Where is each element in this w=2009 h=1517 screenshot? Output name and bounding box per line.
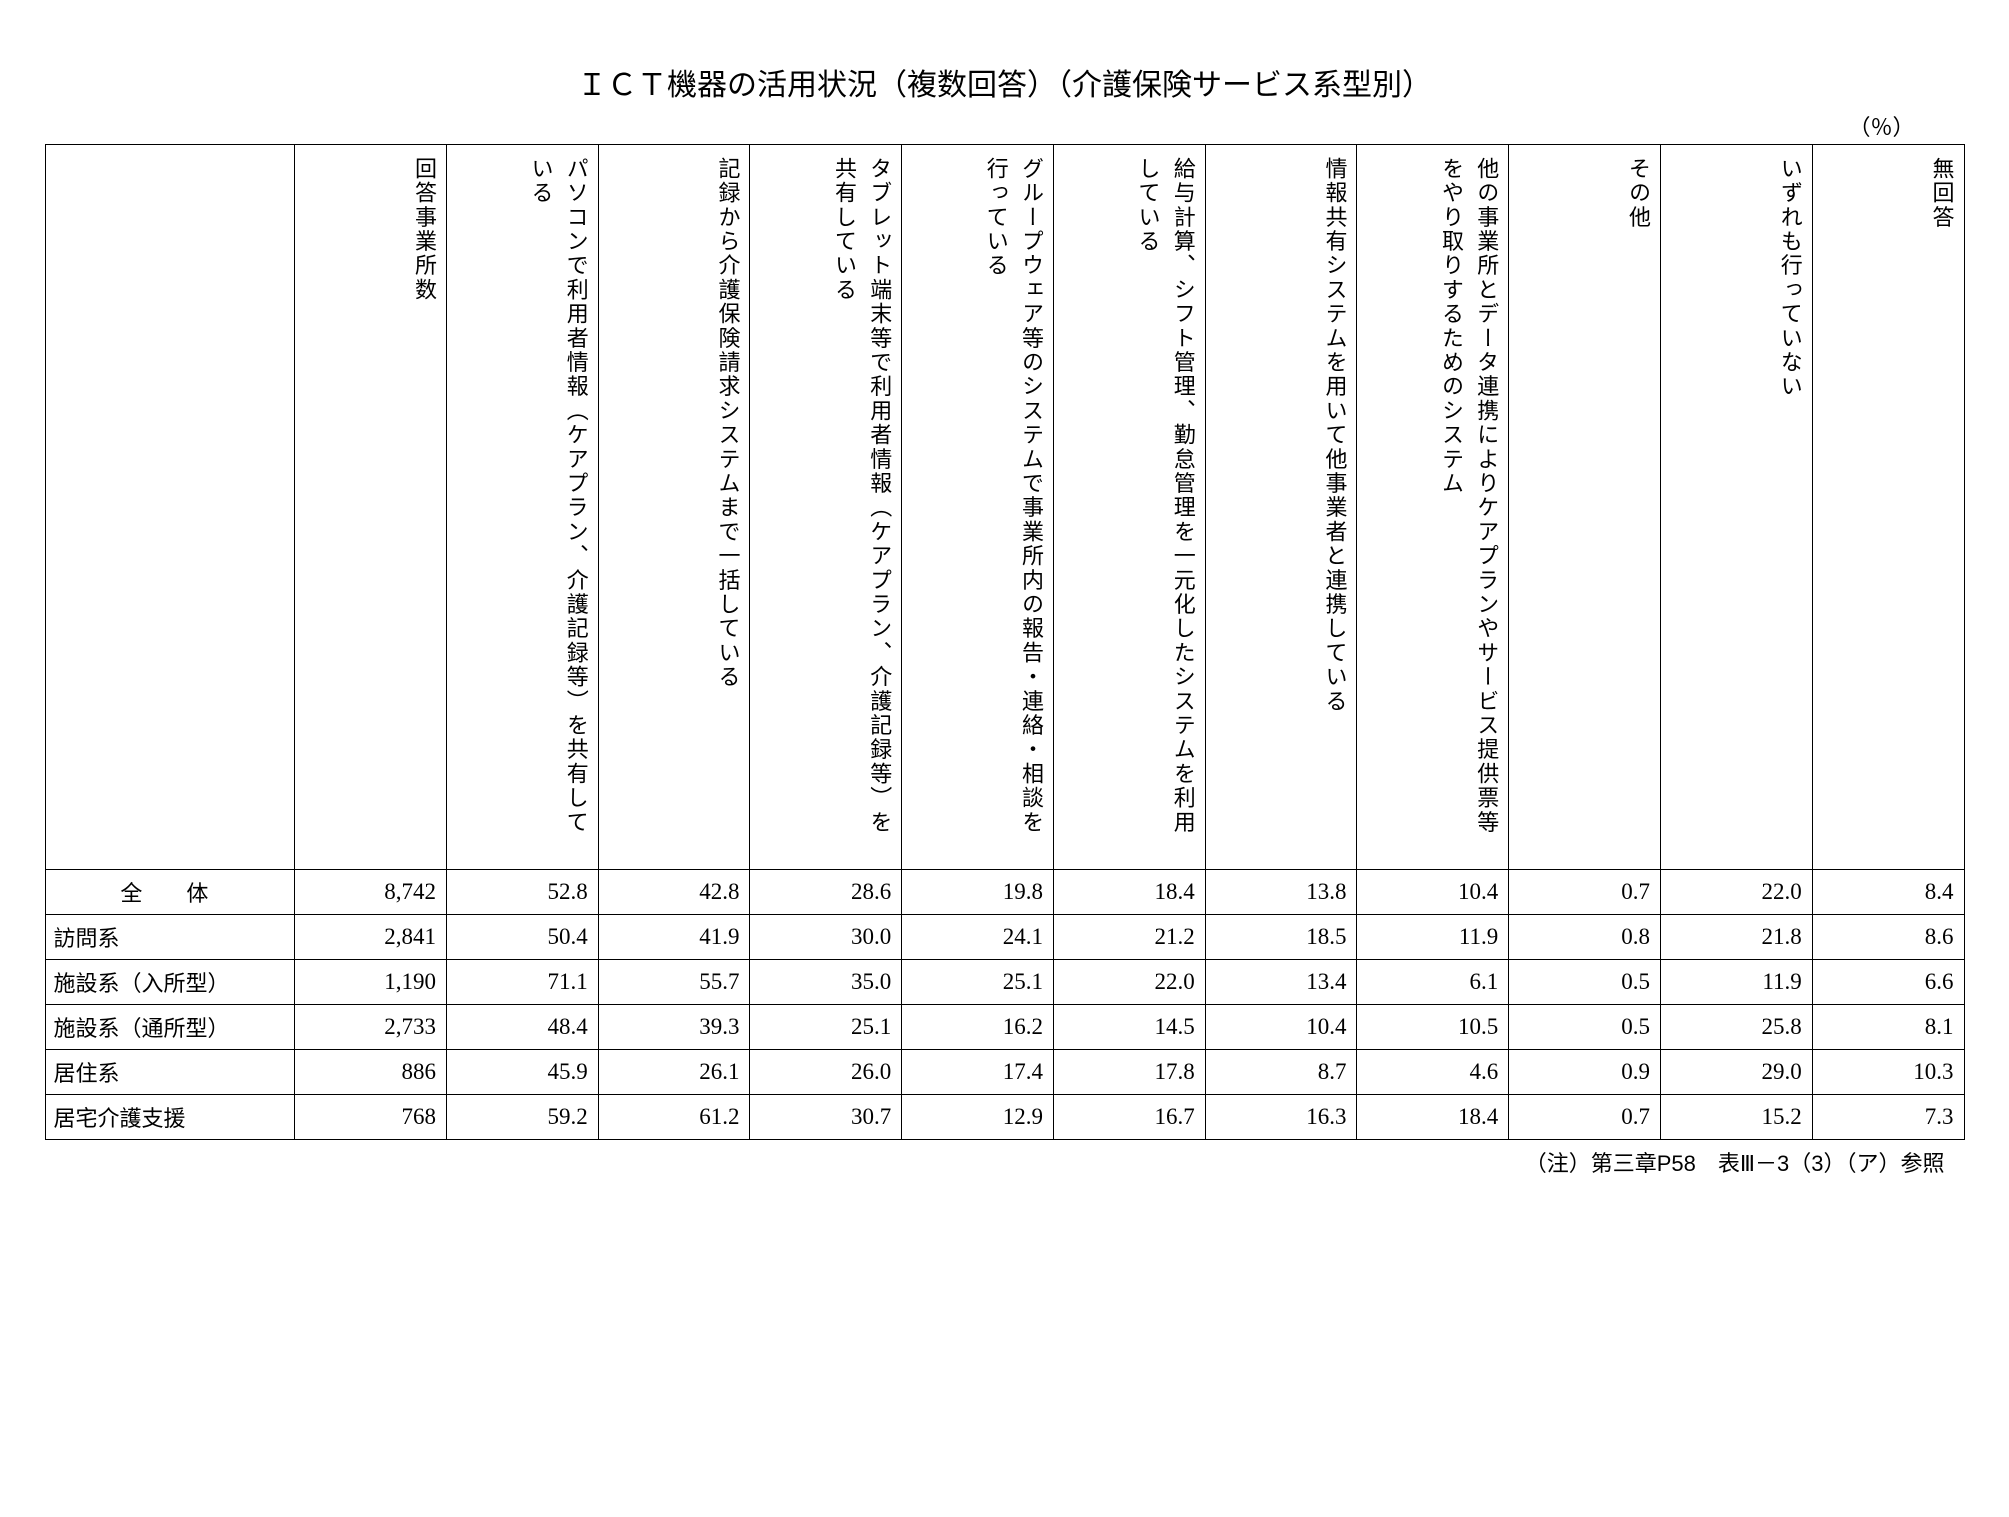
table-cell: 13.4	[1205, 960, 1357, 1005]
data-table: 回答事業所数 パソコンで利用者情報（ケアプラン、介護記録等）を共有している 記録…	[45, 144, 1965, 1140]
row-label: 全 体	[45, 870, 295, 915]
table-cell: 17.4	[902, 1050, 1054, 1095]
header-col-8: その他	[1509, 145, 1661, 870]
table-row: 居宅介護支援76859.261.230.712.916.716.318.40.7…	[45, 1095, 1964, 1140]
table-cell: 18.4	[1357, 1095, 1509, 1140]
footnote: （注）第三章P58 表Ⅲ－3（3）（ア）参照	[45, 1146, 1965, 1178]
table-cell: 19.8	[902, 870, 1054, 915]
row-label: 施設系（入所型）	[45, 960, 295, 1005]
table-cell: 16.3	[1205, 1095, 1357, 1140]
table-cell: 28.6	[750, 870, 902, 915]
table-cell: 13.8	[1205, 870, 1357, 915]
table-cell: 11.9	[1660, 960, 1812, 1005]
table-cell: 768	[295, 1095, 447, 1140]
table-cell: 52.8	[446, 870, 598, 915]
header-col-10: 無回答	[1812, 145, 1964, 870]
table-cell: 30.0	[750, 915, 902, 960]
table-cell: 30.7	[750, 1095, 902, 1140]
table-cell: 10.3	[1812, 1050, 1964, 1095]
table-cell: 15.2	[1660, 1095, 1812, 1140]
table-cell: 4.6	[1357, 1050, 1509, 1095]
table-cell: 7.3	[1812, 1095, 1964, 1140]
header-col-3: タブレット端末等で利用者情報（ケアプラン、介護記録等）を共有している	[750, 145, 902, 870]
table-cell: 0.9	[1509, 1050, 1661, 1095]
table-cell: 41.9	[598, 915, 750, 960]
table-row: 居住系88645.926.126.017.417.88.74.60.929.01…	[45, 1050, 1964, 1095]
table-cell: 61.2	[598, 1095, 750, 1140]
table-cell: 8.1	[1812, 1005, 1964, 1050]
table-row: 施設系（通所型）2,73348.439.325.116.214.510.410.…	[45, 1005, 1964, 1050]
table-cell: 8.6	[1812, 915, 1964, 960]
header-row: 回答事業所数 パソコンで利用者情報（ケアプラン、介護記録等）を共有している 記録…	[45, 145, 1964, 870]
table-cell: 0.5	[1509, 960, 1661, 1005]
table-cell: 25.1	[750, 1005, 902, 1050]
table-cell: 18.4	[1053, 870, 1205, 915]
table-cell: 42.8	[598, 870, 750, 915]
table-cell: 0.7	[1509, 870, 1661, 915]
table-cell: 16.2	[902, 1005, 1054, 1050]
page-title: ＩＣＴ機器の活用状況（複数回答）（介護保険サービス系型別）	[45, 60, 1965, 104]
row-label: 施設系（通所型）	[45, 1005, 295, 1050]
table-cell: 886	[295, 1050, 447, 1095]
table-cell: 6.1	[1357, 960, 1509, 1005]
table-row: 全 体8,74252.842.828.619.818.413.810.40.72…	[45, 870, 1964, 915]
table-cell: 59.2	[446, 1095, 598, 1140]
table-cell: 10.4	[1205, 1005, 1357, 1050]
table-cell: 6.6	[1812, 960, 1964, 1005]
table-row: 訪問系2,84150.441.930.024.121.218.511.90.82…	[45, 915, 1964, 960]
table-cell: 17.8	[1053, 1050, 1205, 1095]
table-cell: 21.2	[1053, 915, 1205, 960]
table-cell: 2,733	[295, 1005, 447, 1050]
table-cell: 39.3	[598, 1005, 750, 1050]
header-empty	[45, 145, 295, 870]
table-cell: 22.0	[1053, 960, 1205, 1005]
table-cell: 26.0	[750, 1050, 902, 1095]
table-cell: 10.5	[1357, 1005, 1509, 1050]
row-label: 居宅介護支援	[45, 1095, 295, 1140]
header-col-0: 回答事業所数	[295, 145, 447, 870]
table-cell: 8.4	[1812, 870, 1964, 915]
table-container: ＩＣＴ機器の活用状況（複数回答）（介護保険サービス系型別） （％） 回答事業所数…	[45, 60, 1965, 1178]
table-cell: 2,841	[295, 915, 447, 960]
table-cell: 0.8	[1509, 915, 1661, 960]
header-col-2: 記録から介護保険請求システムまで一括している	[598, 145, 750, 870]
table-cell: 14.5	[1053, 1005, 1205, 1050]
table-cell: 8.7	[1205, 1050, 1357, 1095]
header-col-1: パソコンで利用者情報（ケアプラン、介護記録等）を共有している	[446, 145, 598, 870]
row-label: 訪問系	[45, 915, 295, 960]
table-cell: 8,742	[295, 870, 447, 915]
table-cell: 11.9	[1357, 915, 1509, 960]
table-cell: 55.7	[598, 960, 750, 1005]
table-cell: 24.1	[902, 915, 1054, 960]
table-cell: 35.0	[750, 960, 902, 1005]
table-cell: 26.1	[598, 1050, 750, 1095]
table-cell: 22.0	[1660, 870, 1812, 915]
table-cell: 0.5	[1509, 1005, 1661, 1050]
table-cell: 45.9	[446, 1050, 598, 1095]
header-col-7: 他の事業所とデータ連携によりケアプランやサービス提供票等をやり取りするためのシス…	[1357, 145, 1509, 870]
table-cell: 71.1	[446, 960, 598, 1005]
table-cell: 1,190	[295, 960, 447, 1005]
header-col-9: いずれも行っていない	[1660, 145, 1812, 870]
header-col-4: グループウェア等のシステムで事業所内の報告・連絡・相談を行っている	[902, 145, 1054, 870]
table-cell: 21.8	[1660, 915, 1812, 960]
table-cell: 0.7	[1509, 1095, 1661, 1140]
table-cell: 10.4	[1357, 870, 1509, 915]
table-cell: 48.4	[446, 1005, 598, 1050]
header-col-6: 情報共有システムを用いて他事業者と連携している	[1205, 145, 1357, 870]
table-cell: 18.5	[1205, 915, 1357, 960]
table-cell: 25.8	[1660, 1005, 1812, 1050]
table-cell: 16.7	[1053, 1095, 1205, 1140]
header-col-5: 給与計算、シフト管理、勤怠管理を一元化したシステムを利用している	[1053, 145, 1205, 870]
unit-label: （％）	[45, 110, 1965, 142]
table-cell: 25.1	[902, 960, 1054, 1005]
table-cell: 50.4	[446, 915, 598, 960]
table-cell: 12.9	[902, 1095, 1054, 1140]
table-row: 施設系（入所型）1,19071.155.735.025.122.013.46.1…	[45, 960, 1964, 1005]
row-label: 居住系	[45, 1050, 295, 1095]
table-cell: 29.0	[1660, 1050, 1812, 1095]
